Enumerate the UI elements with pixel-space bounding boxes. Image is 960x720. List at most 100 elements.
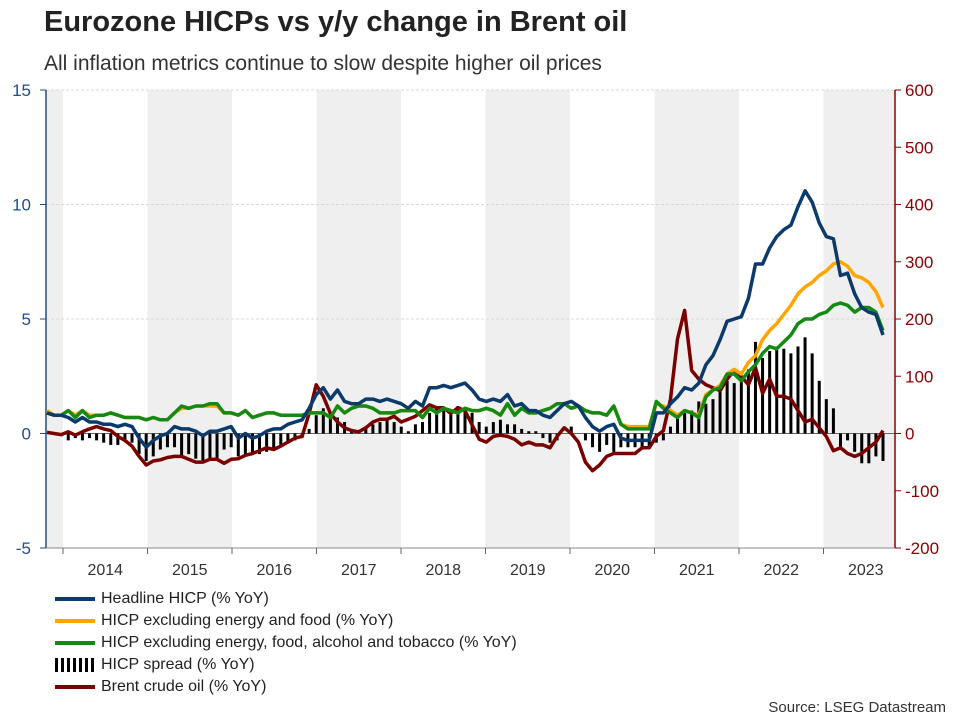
spread-bar <box>399 426 403 434</box>
spread-bar <box>109 433 113 445</box>
x-tick-label: 2021 <box>679 562 715 579</box>
spread-bar <box>506 424 510 434</box>
legend-swatch <box>55 685 95 689</box>
spread-bar <box>704 403 708 434</box>
spread-bar <box>137 433 141 455</box>
x-tick-label: 2023 <box>848 562 884 579</box>
spread-bar <box>364 426 368 434</box>
spread-bar <box>520 428 524 434</box>
spread-bar <box>690 410 694 434</box>
spread-bar <box>378 422 382 434</box>
series-line-headline-hicp-yoy- <box>46 189 885 449</box>
x-tick-label: 2017 <box>341 562 377 579</box>
legend-swatch <box>55 641 95 645</box>
spread-bar <box>180 433 184 457</box>
spread-bar <box>598 433 602 452</box>
spread-bar <box>215 433 219 461</box>
spread-bar <box>449 410 453 434</box>
spread-bar <box>789 353 793 434</box>
spread-bar <box>477 422 481 434</box>
x-tick-label: 2019 <box>510 562 546 579</box>
spread-bar <box>222 433 226 450</box>
spread-bar <box>151 433 155 457</box>
legend-swatch <box>55 597 95 601</box>
spread-bar <box>335 417 339 434</box>
spread-bar <box>569 426 573 434</box>
spread-bar <box>881 433 885 461</box>
spread-bar <box>746 369 750 434</box>
left-tick-label: 15 <box>12 81 31 100</box>
spread-bar <box>619 433 623 448</box>
spread-bar <box>328 415 332 434</box>
spread-bar <box>824 399 828 434</box>
spread-bar <box>435 408 439 434</box>
spread-bar <box>583 433 587 441</box>
spread-bar <box>173 433 177 448</box>
left-tick-label: 0 <box>22 425 31 444</box>
right-tick-label: 200 <box>905 310 933 329</box>
spread-bar <box>95 433 99 441</box>
spread-bar <box>548 433 552 443</box>
spread-bar <box>661 433 665 441</box>
spread-bar <box>243 433 247 457</box>
spread-bar <box>463 408 467 434</box>
year-band <box>823 90 895 548</box>
spread-bar <box>484 426 488 434</box>
spread-bar <box>385 419 389 434</box>
legend-item-core: HICP excluding energy, food, alcohol and… <box>55 632 517 654</box>
legend-item-ex-energy-food: HICP excluding energy and food (% YoY) <box>55 610 517 632</box>
spread-bar <box>541 433 545 439</box>
spread-bar <box>456 406 460 434</box>
right-tick-label: 0 <box>905 425 914 444</box>
spread-bar <box>668 426 672 434</box>
left-tick-label: 10 <box>12 196 31 215</box>
spread-bar <box>165 433 169 448</box>
right-tick-label: -100 <box>905 482 939 501</box>
left-tick-label: 5 <box>22 310 31 329</box>
legend-label: Brent crude oil (% YoY) <box>101 678 267 695</box>
spread-bar <box>612 433 616 452</box>
x-tick-label: 2016 <box>256 562 292 579</box>
spread-bar <box>527 431 531 434</box>
legend: Headline HICP (% YoY) HICP excluding ene… <box>55 588 517 698</box>
spread-bar <box>201 433 205 464</box>
spread-bar <box>739 376 743 434</box>
spread-bar <box>817 380 821 434</box>
x-tick-label: 2020 <box>594 562 630 579</box>
spread-bar <box>768 351 772 434</box>
spread-bar <box>831 408 835 434</box>
right-tick-label: 500 <box>905 138 933 157</box>
spread-bar <box>683 410 687 434</box>
spread-bar <box>732 383 736 434</box>
spread-bar <box>874 433 878 457</box>
spread-bar <box>123 433 127 441</box>
right-tick-label: -200 <box>905 539 939 558</box>
spread-bar <box>371 424 375 434</box>
legend-item-brent: Brent crude oil (% YoY) <box>55 676 517 698</box>
spread-bar <box>591 433 595 448</box>
spread-bar <box>194 433 198 459</box>
spread-bar <box>846 433 850 441</box>
spread-bar <box>66 433 70 441</box>
spread-bar <box>725 380 729 434</box>
legend-label: HICP excluding energy, food, alcohol and… <box>101 634 517 651</box>
spread-bar <box>534 431 538 434</box>
x-tick-label: 2014 <box>87 562 123 579</box>
x-tick-label: 2015 <box>172 562 208 579</box>
spread-bar <box>272 433 276 450</box>
spread-bar <box>258 433 262 455</box>
spread-bar <box>158 433 162 450</box>
year-band <box>147 90 232 548</box>
legend-item-headline: Headline HICP (% YoY) <box>55 588 517 610</box>
spread-bar <box>102 433 106 443</box>
spread-bar <box>775 346 779 434</box>
right-tick-label: 300 <box>905 253 933 272</box>
spread-bar <box>803 337 807 434</box>
spread-bar <box>860 433 864 464</box>
spread-bar <box>428 412 432 434</box>
spread-bar <box>761 357 765 434</box>
spread-bar <box>491 422 495 434</box>
spread-bar <box>229 433 233 448</box>
